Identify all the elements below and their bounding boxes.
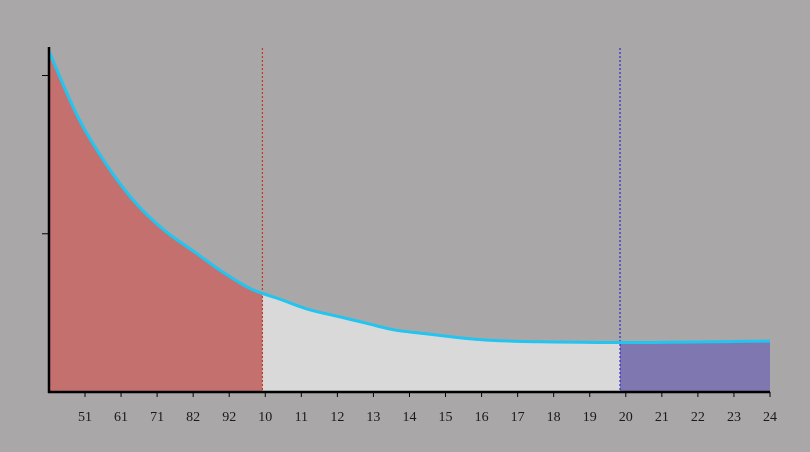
threshold-lines <box>261 48 621 392</box>
x-tick-label: 14 <box>402 410 416 425</box>
x-tick-label: 18 <box>547 410 561 425</box>
shaded-region-3 <box>620 341 770 392</box>
x-tick-label: 21 <box>655 410 669 425</box>
x-tick-label: 61 <box>114 410 128 425</box>
x-tick-label: 12 <box>330 410 344 425</box>
x-tick-label: 51 <box>78 410 92 425</box>
x-tick-label: 17 <box>511 410 525 425</box>
shaded-region-2 <box>262 292 621 392</box>
x-tick-label: 15 <box>439 410 453 425</box>
x-ticks: 51 61 71 82 92 10 11 12 13 14 15 16 17 18 19 20 21 22 23 24 <box>78 392 777 425</box>
x-tick-label: 19 <box>583 410 597 425</box>
x-tick-label: 10 <box>258 410 272 425</box>
x-tick-label: 11 <box>295 410 308 425</box>
shaded-region-1 <box>49 51 263 392</box>
x-tick-label: 20 <box>619 410 633 425</box>
y-ticks <box>42 75 49 235</box>
decay-curve <box>47 50 771 344</box>
shaded-regions <box>49 51 770 392</box>
x-tick-label: 22 <box>691 410 705 425</box>
x-tick-label: 71 <box>150 410 164 425</box>
x-tick-label: 23 <box>727 410 741 425</box>
x-tick-label: 16 <box>475 410 489 425</box>
x-tick-label: 82 <box>186 410 200 425</box>
x-tick-label: 92 <box>222 410 236 425</box>
x-tick-label: 24 <box>763 410 777 425</box>
x-tick-label: 13 <box>366 410 380 425</box>
